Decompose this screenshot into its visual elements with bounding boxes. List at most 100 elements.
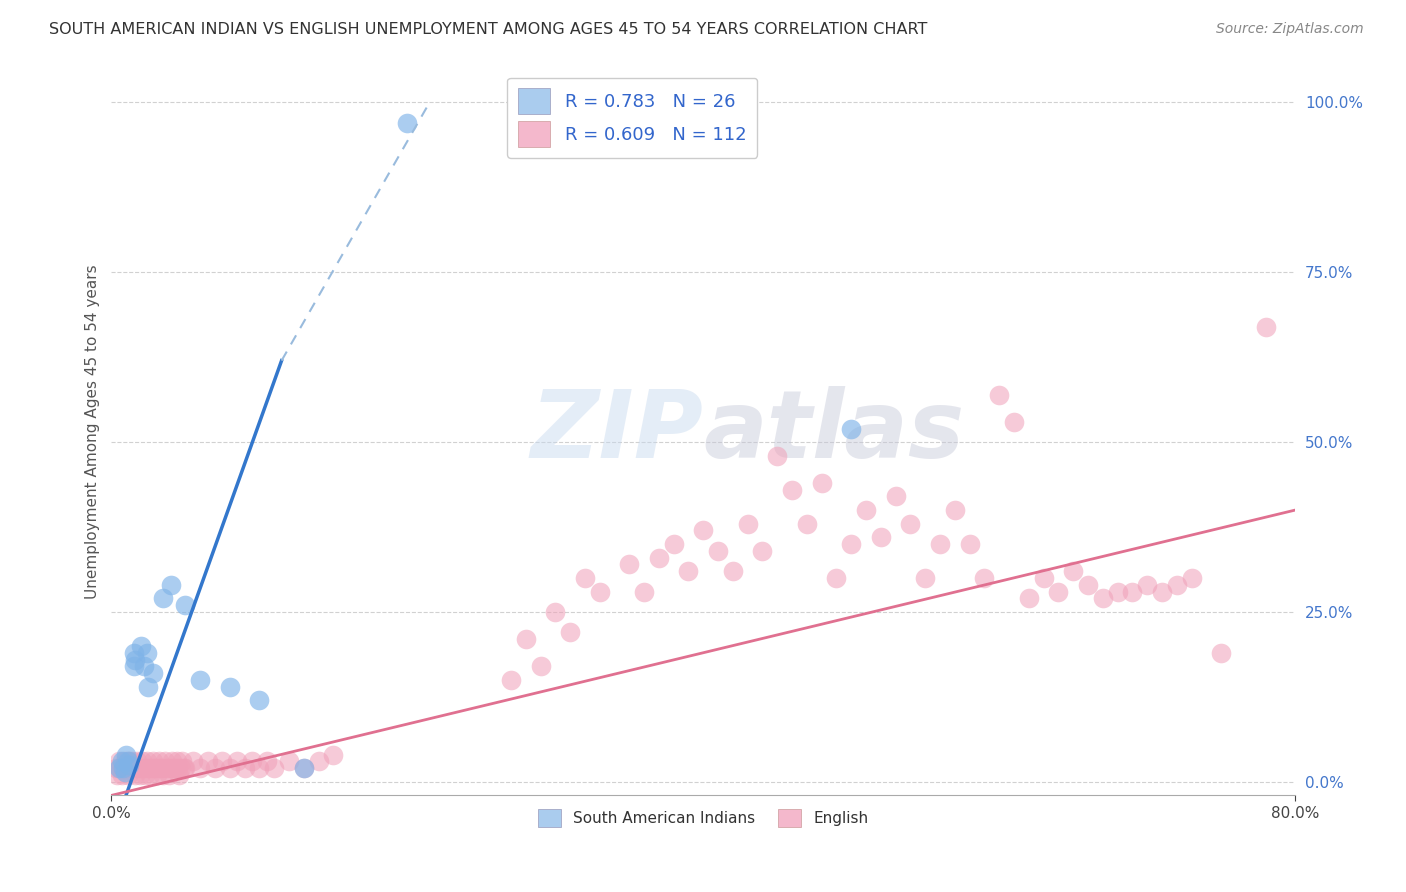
Point <box>869 530 891 544</box>
Point <box>197 755 219 769</box>
Point <box>292 761 315 775</box>
Point <box>159 578 181 592</box>
Point <box>118 755 141 769</box>
Point <box>174 598 197 612</box>
Point <box>1077 578 1099 592</box>
Point <box>1211 646 1233 660</box>
Point <box>122 646 145 660</box>
Y-axis label: Unemployment Among Ages 45 to 54 years: Unemployment Among Ages 45 to 54 years <box>86 265 100 599</box>
Point <box>959 537 981 551</box>
Point <box>138 761 160 775</box>
Point <box>114 764 136 779</box>
Text: ZIP: ZIP <box>530 386 703 478</box>
Point <box>855 503 877 517</box>
Point <box>115 747 138 762</box>
Point <box>943 503 966 517</box>
Point <box>162 761 184 775</box>
Point <box>132 659 155 673</box>
Point <box>122 761 145 775</box>
Point <box>780 483 803 497</box>
Point <box>589 584 612 599</box>
Point <box>153 755 176 769</box>
Point <box>169 768 191 782</box>
Point <box>721 564 744 578</box>
Point <box>188 673 211 687</box>
Point <box>121 755 143 769</box>
Point <box>256 755 278 769</box>
Point <box>108 761 131 775</box>
Point <box>150 761 173 775</box>
Point <box>170 761 193 775</box>
Point <box>247 693 270 707</box>
Point <box>142 666 165 681</box>
Point <box>1254 319 1277 334</box>
Point <box>132 761 155 775</box>
Point <box>111 768 134 782</box>
Point <box>110 761 132 775</box>
Point <box>127 761 149 775</box>
Point <box>515 632 537 647</box>
Point <box>159 761 181 775</box>
Point <box>139 768 162 782</box>
Legend: South American Indians, English: South American Indians, English <box>530 801 876 835</box>
Point <box>1180 571 1202 585</box>
Point <box>157 768 180 782</box>
Point <box>737 516 759 531</box>
Point <box>810 475 832 490</box>
Point <box>839 537 862 551</box>
Point <box>117 755 139 769</box>
Point <box>707 544 730 558</box>
Point <box>138 680 160 694</box>
Point <box>825 571 848 585</box>
Point <box>308 755 330 769</box>
Point <box>112 761 135 775</box>
Point <box>148 755 170 769</box>
Point <box>574 571 596 585</box>
Point <box>152 591 174 606</box>
Point <box>544 605 567 619</box>
Point <box>142 755 165 769</box>
Point <box>1047 584 1070 599</box>
Point <box>900 516 922 531</box>
Point <box>529 659 551 673</box>
Point <box>1032 571 1054 585</box>
Point <box>155 761 177 775</box>
Point <box>1062 564 1084 578</box>
Point <box>1018 591 1040 606</box>
Point <box>1166 578 1188 592</box>
Point <box>247 761 270 775</box>
Point <box>172 755 194 769</box>
Point <box>796 516 818 531</box>
Point <box>120 761 142 775</box>
Point <box>146 768 169 782</box>
Point <box>117 768 139 782</box>
Point <box>226 755 249 769</box>
Point <box>1150 584 1173 599</box>
Point <box>111 755 134 769</box>
Point <box>1091 591 1114 606</box>
Point <box>174 761 197 775</box>
Point <box>108 755 131 769</box>
Point <box>292 761 315 775</box>
Point <box>188 761 211 775</box>
Point <box>929 537 952 551</box>
Text: SOUTH AMERICAN INDIAN VS ENGLISH UNEMPLOYMENT AMONG AGES 45 TO 54 YEARS CORRELAT: SOUTH AMERICAN INDIAN VS ENGLISH UNEMPLO… <box>49 22 928 37</box>
Point <box>1107 584 1129 599</box>
Point <box>166 755 188 769</box>
Point <box>322 747 344 762</box>
Point <box>163 761 186 775</box>
Text: atlas: atlas <box>703 386 965 478</box>
Point <box>124 768 146 782</box>
Point <box>160 755 183 769</box>
Point <box>648 550 671 565</box>
Point <box>263 761 285 775</box>
Point <box>884 490 907 504</box>
Point <box>114 755 136 769</box>
Point <box>619 558 641 572</box>
Point <box>125 755 148 769</box>
Point <box>558 625 581 640</box>
Point <box>143 761 166 775</box>
Point <box>131 755 153 769</box>
Point <box>128 768 150 782</box>
Point <box>149 761 172 775</box>
